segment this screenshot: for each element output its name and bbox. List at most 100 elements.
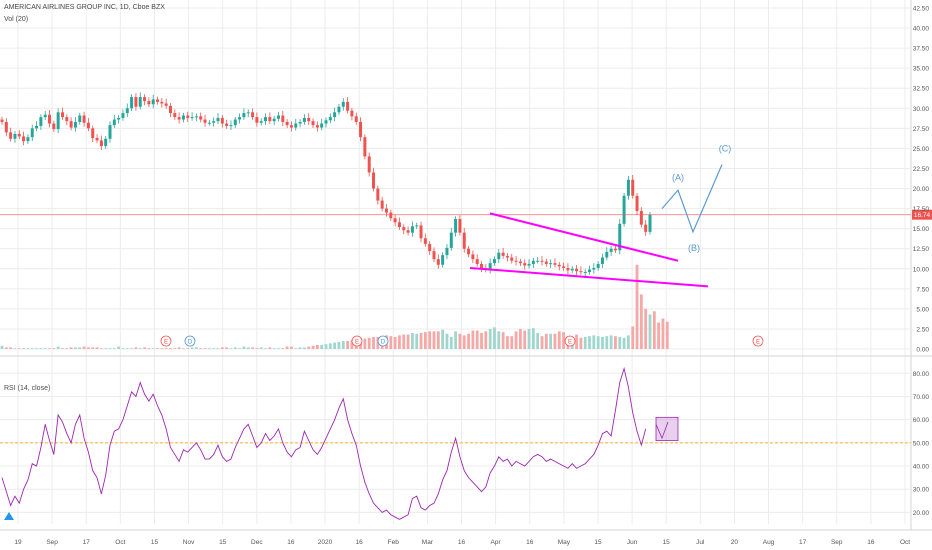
candle-body <box>56 112 60 130</box>
volume-bar <box>87 347 90 349</box>
volume-bar <box>190 347 194 349</box>
volume-bar <box>609 335 613 349</box>
candle-body <box>108 125 112 139</box>
candle-body <box>112 119 116 126</box>
candle-body <box>337 106 341 113</box>
volume-bar <box>411 332 414 349</box>
volume-bar <box>294 348 298 349</box>
candle-body <box>501 252 505 256</box>
volume-bar <box>661 318 665 349</box>
dividend-marker <box>184 335 196 347</box>
candle-body <box>99 140 103 147</box>
volume-bar <box>151 348 155 349</box>
time-tick-label: Sep <box>831 539 843 546</box>
candle-body <box>596 263 600 268</box>
candle-body <box>510 257 514 261</box>
volume-bar <box>471 330 475 349</box>
volume-bar <box>445 333 449 349</box>
candle-body <box>566 267 570 271</box>
volume-bar <box>242 346 246 349</box>
volume-bar <box>648 314 652 349</box>
price-tick-label: 22.50 <box>913 166 930 173</box>
volume-bar <box>449 336 453 349</box>
wave-label-c: (C) <box>719 144 732 154</box>
candle-body <box>69 121 73 128</box>
symbol-title: AMERICAN AIRLINES GROUP INC, 1D, Cboe BZ… <box>4 4 165 11</box>
candle-body <box>328 117 332 121</box>
time-axis: 19 Sep 17 Oct 15 Nov 15 Dec 16 2020 16 Feb Mar 16 Apr 1… <box>14 539 910 546</box>
candle-body <box>229 125 233 127</box>
candle-body <box>320 123 324 128</box>
candle-body <box>376 188 380 201</box>
volume-bar <box>268 347 272 349</box>
trendlines <box>469 212 709 288</box>
candle-body <box>626 179 630 196</box>
candle-body <box>276 115 280 119</box>
volume-bar <box>169 348 172 349</box>
volume-bar <box>493 327 496 349</box>
candle-body <box>622 195 626 224</box>
event-marker-label: D <box>381 340 386 346</box>
candle-body <box>238 117 242 120</box>
candle-body <box>618 223 622 251</box>
volume-bar <box>549 333 553 349</box>
last-price-label: 16.74 <box>914 212 931 219</box>
candle-body <box>216 117 220 122</box>
volume-bar <box>277 348 280 349</box>
candle-body <box>35 125 39 129</box>
price-tick-label: 37.50 <box>913 46 930 53</box>
volume-bar <box>290 346 293 349</box>
time-tick-label: Sep <box>46 539 58 546</box>
volume-bar <box>195 347 198 349</box>
volume-bar <box>48 348 51 349</box>
event-marker-label: E <box>756 340 760 346</box>
volume-bar <box>398 335 401 349</box>
volume-bar <box>458 333 462 349</box>
time-tick-label: 16 <box>356 539 364 546</box>
candle-body <box>445 247 449 256</box>
candle-body <box>289 125 293 128</box>
volume-bar <box>125 348 129 349</box>
candle-body <box>26 137 30 142</box>
dividend-marker <box>377 335 389 347</box>
volume-bar <box>536 332 540 349</box>
price-axis: 42.50 40.00 37.50 35.00 32.50 30.00 27.50 25.00… <box>913 6 930 354</box>
time-tick-label: 15 <box>219 539 227 546</box>
candle-body <box>518 261 522 264</box>
volume-bar <box>540 336 544 349</box>
volume-bar <box>259 347 263 349</box>
volume-bar <box>78 347 82 349</box>
volume-bar <box>164 348 168 349</box>
volume-bar <box>402 334 406 349</box>
volume-bar <box>52 348 56 349</box>
volume-bar <box>484 331 488 349</box>
volume-bar <box>596 336 600 349</box>
candle-body <box>259 121 263 123</box>
candle-body <box>600 257 604 264</box>
candle-body <box>134 97 138 107</box>
volume-bar <box>497 331 501 349</box>
volume-bar <box>112 348 116 349</box>
candle-body <box>492 259 496 264</box>
volume-bar <box>393 336 397 349</box>
candle-body <box>203 119 207 123</box>
rsi-tick-label: 80.00 <box>913 371 930 378</box>
volume-bar <box>614 336 617 349</box>
candle-body <box>255 117 259 123</box>
volume-bar <box>363 338 367 349</box>
candle-body <box>436 259 440 265</box>
candle-body <box>380 200 384 209</box>
volume-bar <box>220 347 224 349</box>
volume-bar <box>341 340 345 349</box>
candle-body <box>514 260 518 262</box>
time-tick-label: Oct <box>900 539 910 546</box>
time-tick-label: Feb <box>388 539 400 546</box>
candle-body <box>505 255 509 258</box>
volume-bar <box>147 348 151 349</box>
volume-bar <box>30 348 34 349</box>
volume-bar <box>592 335 596 349</box>
time-tick-label: 19 <box>14 539 22 546</box>
candle-body <box>225 123 229 126</box>
candle-body <box>160 101 164 104</box>
candle-body <box>549 263 553 265</box>
